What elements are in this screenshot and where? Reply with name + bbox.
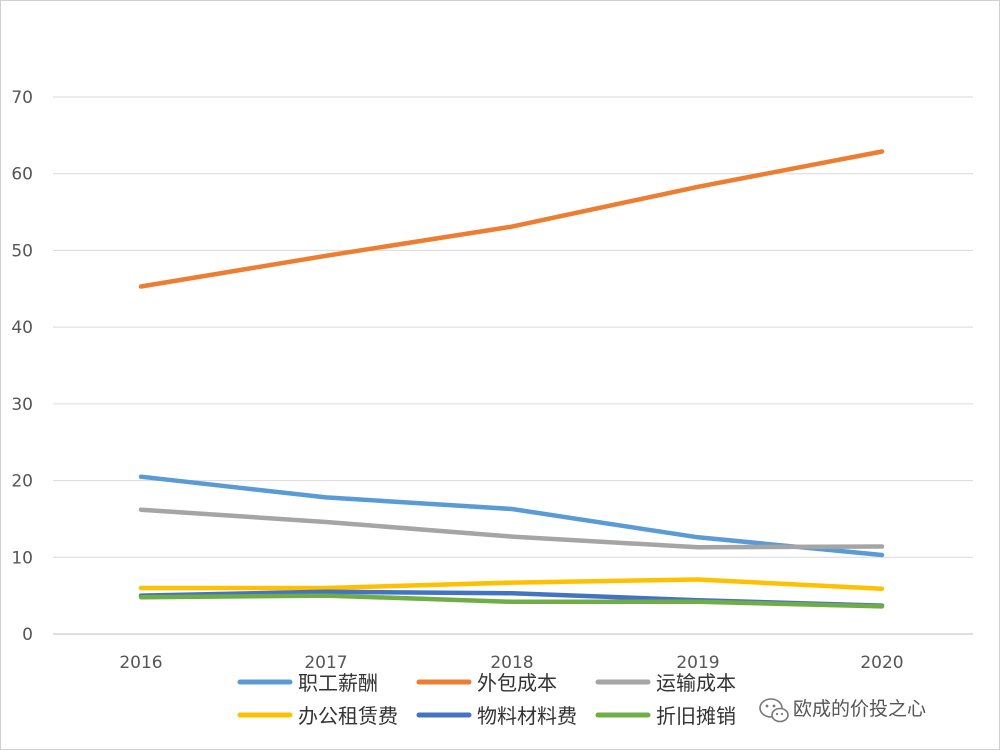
y-tick-label: 40 [11,318,33,338]
y-tick-label: 20 [11,472,33,492]
x-tick-label: 2017 [304,653,347,673]
y-tick-label: 50 [11,241,33,261]
y-tick-label: 30 [11,395,33,415]
x-tick-label: 2018 [490,653,533,673]
series-lines [138,149,885,609]
x-tick-label: 2020 [860,653,903,673]
wechat-icon [759,698,789,723]
series-line [138,577,885,591]
x-axis-ticks: 2016 2017 2018 2019 2020 [119,653,903,673]
series-line [138,593,885,609]
legend-label: 折旧摊销 [656,704,736,728]
legend-label: 运输成本 [656,671,736,695]
legend-label: 外包成本 [477,671,557,695]
legend-label: 物料材料费 [477,704,577,728]
watermark: 欧成的价投之心 [759,698,926,723]
series-line [138,474,885,558]
y-tick-label: 10 [11,548,33,568]
y-axis-ticks: 0 10 20 30 40 50 60 70 [11,88,33,645]
y-tick-label: 70 [11,88,33,108]
series-line [138,507,885,550]
x-tick-label: 2016 [119,653,162,673]
x-tick-label: 2019 [676,653,719,673]
y-tick-label: 60 [11,165,33,185]
y-tick-label: 0 [22,625,33,645]
watermark-text: 欧成的价投之心 [793,698,926,720]
legend-label: 职工薪酬 [298,671,378,695]
series-line [138,149,885,289]
legend-label: 办公租赁费 [298,704,398,728]
gridlines [53,96,973,635]
